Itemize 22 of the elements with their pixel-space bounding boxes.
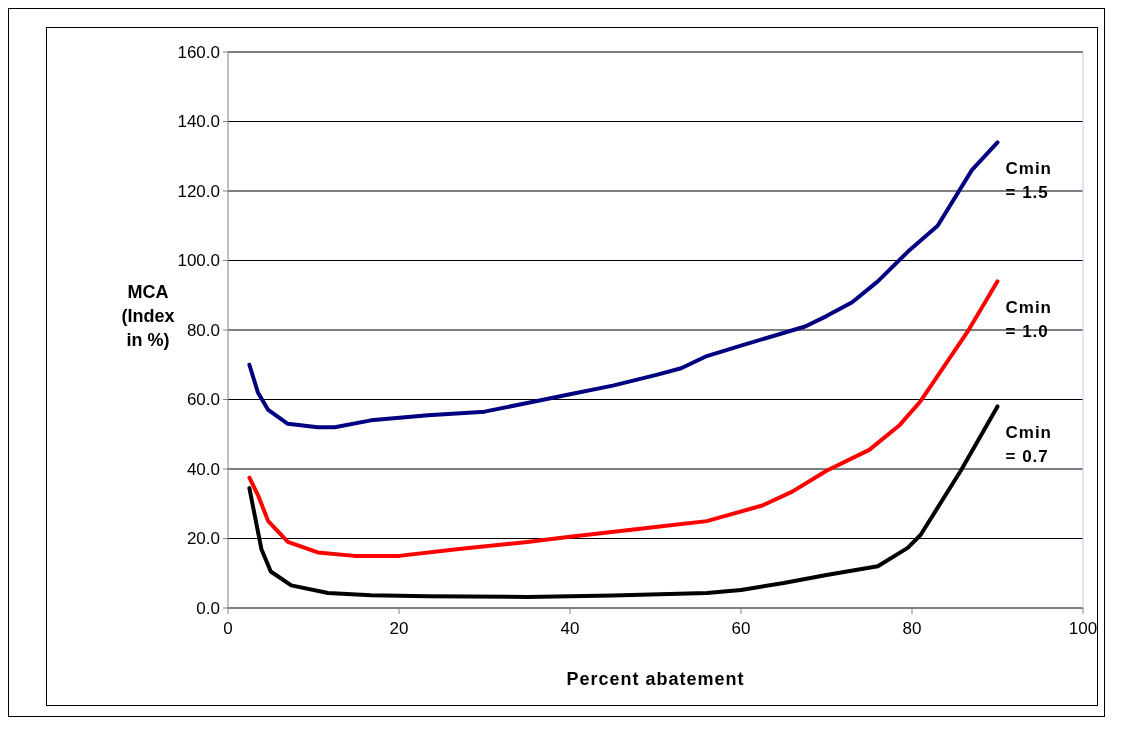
series-label: Cmin = 1.0 [1005,298,1052,342]
line-series [247,140,1000,430]
x-tick-label: 0 [223,619,233,638]
x-tick-label: 60 [731,619,751,638]
y-tick-label: 80.0 [186,320,220,340]
x-tick-label: 100 [1068,619,1098,638]
series-label: Cmin = 1.5 [1005,159,1052,203]
series-label: Cmin = 0.7 [1005,423,1052,467]
y-tick-label: 140.0 [177,112,220,132]
x-tick-label: 80 [902,619,922,638]
y-tick-label: 40.0 [186,459,220,479]
y-axis-title: MCA (Index in %) [121,282,175,350]
y-tick-label: 60.0 [186,390,220,410]
y-tick-label: 160.0 [177,42,220,62]
x-tick-label: 20 [389,619,409,638]
y-tick-label: 0.0 [196,598,220,618]
y-tick-label: 20.0 [186,529,220,549]
x-tick-label: 40 [560,619,580,638]
y-tick-label: 120.0 [177,181,220,201]
y-tick-label: 100.0 [177,251,220,271]
line-series [247,279,1000,558]
x-axis-title: Percent abatement [566,669,745,689]
